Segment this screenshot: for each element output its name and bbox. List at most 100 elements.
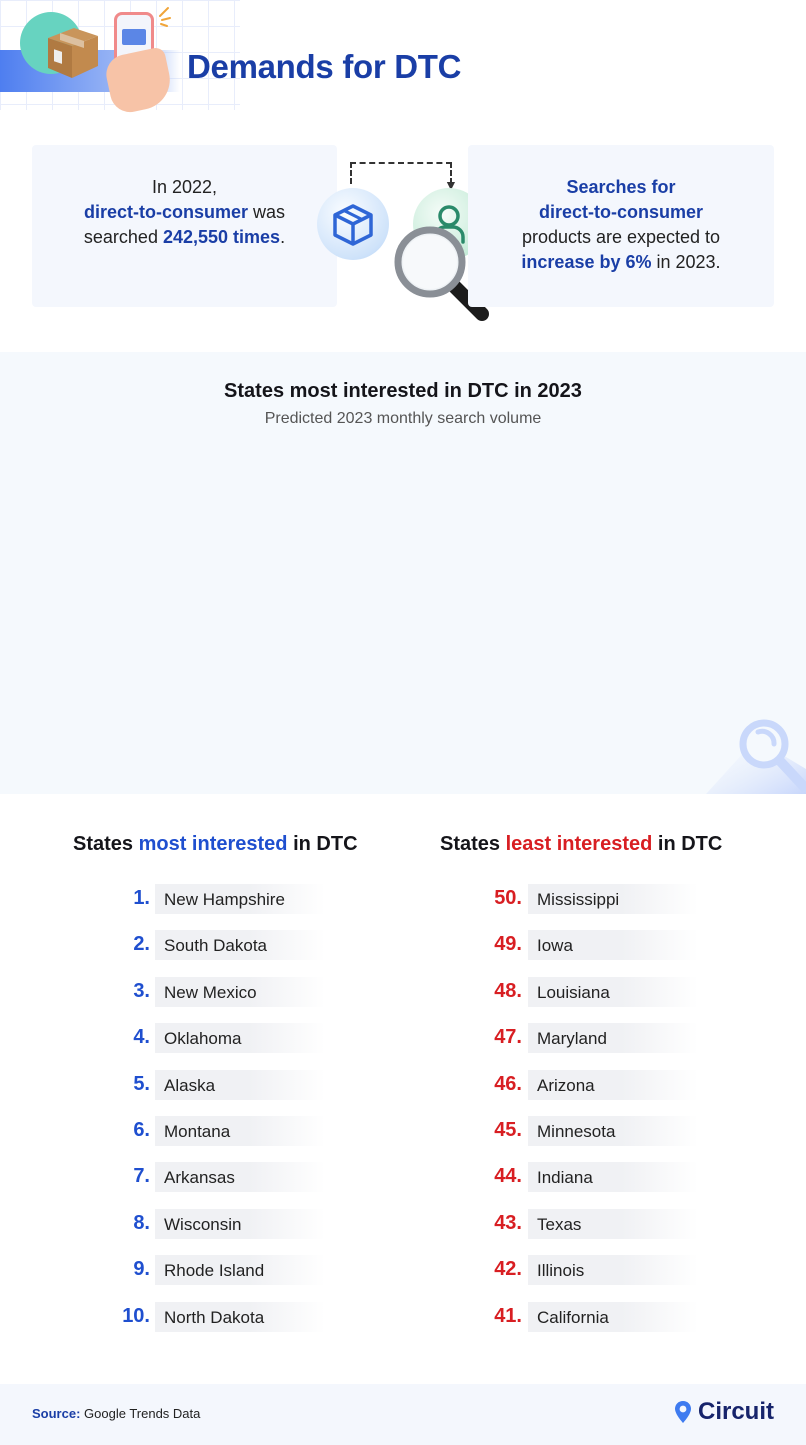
state-name: New Mexico (164, 982, 257, 1002)
page-title: Demands for DTC (187, 48, 462, 85)
footer: Source: Google Trends Data Circuit (0, 1384, 806, 1445)
heading-highlight: most interested (138, 833, 288, 855)
heading-highlight: least interested (505, 833, 653, 855)
stat-line: in 2023. (651, 252, 721, 272)
rank-number: 9. (133, 1258, 150, 1281)
list-item: 8. Wisconsin (100, 1208, 360, 1255)
box-icon-circle (317, 188, 389, 260)
rank-bar: Indiana (528, 1162, 698, 1193)
list-item: 50. Mississippi (470, 884, 730, 930)
header: Demands for DTC (0, 0, 806, 120)
box-icon (333, 204, 373, 246)
least-interested-list: 50. Mississippi 49. Iowa 48. Louisiana 47. M… (470, 884, 730, 1348)
stat-line: In 2022, (151, 177, 218, 197)
rank-number: 43. (494, 1211, 522, 1234)
rank-bar: New Mexico (155, 976, 325, 1007)
source-label: Source: (32, 1406, 81, 1421)
rank-number: 44. (494, 1165, 522, 1188)
rank-bar: Maryland (528, 1023, 698, 1054)
stat-keyword: direct-to-consumer (83, 202, 248, 222)
state-name: Maryland (537, 1029, 607, 1049)
decorative-magnifier-icon (706, 719, 806, 794)
list-item: 4. Oklahoma (100, 1023, 360, 1069)
heading-text: in DTC (287, 833, 358, 855)
credit-card-icon (122, 29, 146, 45)
state-name: Wisconsin (164, 1214, 242, 1234)
rank-number: 4. (133, 1026, 150, 1049)
rank-bar: California (528, 1301, 698, 1332)
package-box-icon (48, 28, 98, 78)
rank-number: 45. (494, 1118, 522, 1141)
source-credit: Source: Google Trends Data (32, 1406, 200, 1421)
us-choropleth-map (0, 442, 806, 742)
state-name: Illinois (537, 1261, 585, 1281)
rank-number: 46. (494, 1072, 522, 1095)
rank-number: 49. (494, 933, 522, 956)
map-subtitle: Predicted 2023 monthly search volume (264, 410, 542, 427)
stat-value: increase by 6% (521, 252, 652, 272)
sparkle-icon (159, 7, 171, 27)
dashed-connector (350, 162, 452, 184)
rank-bar: North Dakota (155, 1301, 325, 1332)
list-item: 48. Louisiana (470, 976, 730, 1023)
source-text: Google Trends Data (80, 1406, 201, 1421)
heading-text: in DTC (652, 833, 723, 855)
stat-keyword: direct-to-consumer (538, 202, 704, 222)
state-name: Louisiana (537, 982, 610, 1002)
stat-value: 242,550 times (162, 227, 281, 247)
rank-bar: Arkansas (155, 1162, 325, 1193)
rank-bar: South Dakota (155, 930, 325, 961)
list-item: 2. South Dakota (100, 930, 360, 976)
rank-number: 48. (494, 979, 522, 1002)
state-name: Indiana (537, 1168, 593, 1188)
rank-bar: Alaska (155, 1069, 325, 1100)
rank-number: 47. (494, 1026, 522, 1049)
rank-number: 3. (133, 979, 150, 1002)
map-section: States most interested in DTC in 2023 Pr… (0, 352, 806, 794)
rank-number: 8. (133, 1211, 150, 1234)
state-name: South Dakota (164, 936, 268, 956)
magnifier-icon (394, 226, 489, 321)
brand-name: Circuit (697, 1398, 774, 1425)
stat-line: . (280, 227, 286, 247)
list-item: 10. North Dakota (100, 1301, 360, 1348)
state-name: Oklahoma (164, 1029, 242, 1049)
rank-number: 6. (133, 1118, 150, 1141)
rank-number: 7. (133, 1165, 150, 1188)
rank-bar: Wisconsin (155, 1208, 325, 1239)
state-name: California (537, 1307, 609, 1327)
rank-number: 41. (494, 1304, 522, 1327)
rank-bar: Illinois (528, 1255, 698, 1286)
rank-bar: Mississippi (528, 884, 698, 914)
rank-bar: Arizona (528, 1069, 698, 1100)
most-interested-list: 1. New Hampshire 2. South Dakota 3. New Mex… (100, 884, 360, 1348)
rank-bar: Oklahoma (155, 1023, 325, 1054)
least-interested-heading: States least interested in DTC (440, 833, 722, 856)
list-item: 1. New Hampshire (100, 884, 360, 930)
list-item: 7. Arkansas (100, 1162, 360, 1208)
stat-text-2022: In 2022, direct-to-consumer was searched… (32, 175, 337, 250)
list-item: 6. Montana (100, 1115, 360, 1162)
list-item: 41. California (470, 1301, 730, 1348)
stat-line: products are expected to (521, 227, 721, 247)
heading-text: States (73, 833, 139, 855)
state-name: Mississippi (537, 890, 620, 909)
rank-number: 10. (122, 1304, 150, 1327)
stat-text-2023: Searches for direct-to-consumer products… (468, 175, 774, 275)
list-item: 3. New Mexico (100, 976, 360, 1023)
state-name: Arizona (537, 1075, 595, 1095)
stat-line: Searches for (566, 177, 676, 197)
rank-bar: Louisiana (528, 976, 698, 1007)
list-item: 44. Indiana (470, 1162, 730, 1208)
rank-number: 1. (133, 887, 150, 909)
rank-bar: New Hampshire (155, 884, 325, 914)
stat-line: was (248, 202, 286, 222)
list-item: 47. Maryland (470, 1023, 730, 1069)
stat-card-2023-forecast: Searches for direct-to-consumer products… (468, 145, 774, 307)
heading-text: States (440, 833, 506, 855)
rank-bar: Texas (528, 1208, 698, 1239)
stat-card-2022-searches: In 2022, direct-to-consumer was searched… (32, 145, 337, 307)
state-name: Arkansas (164, 1168, 235, 1188)
rank-bar: Rhode Island (155, 1255, 325, 1286)
rank-bar: Minnesota (528, 1115, 698, 1146)
